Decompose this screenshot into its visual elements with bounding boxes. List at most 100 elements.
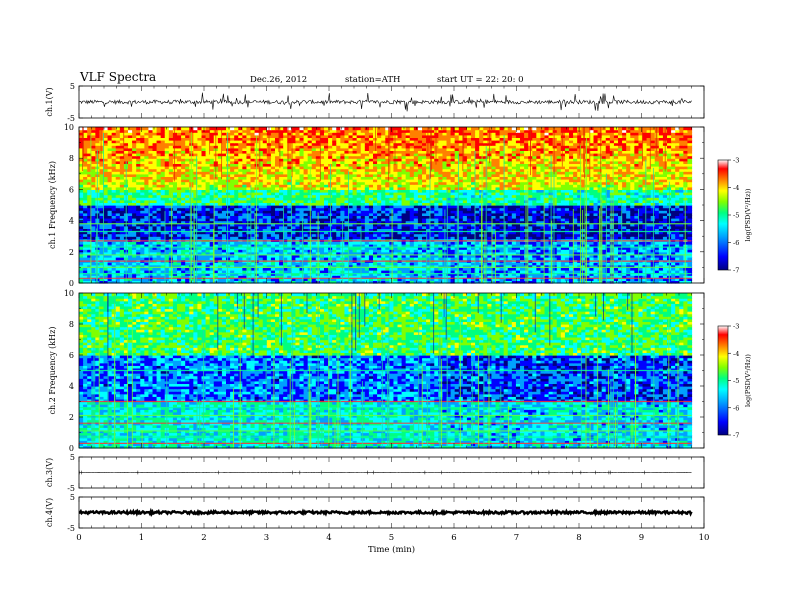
spectrogram-cell	[401, 275, 407, 279]
spectrogram-cell	[91, 257, 96, 261]
spectrogram-cell	[430, 264, 435, 268]
spectrogram-cell	[552, 275, 558, 279]
spectrogram-cell	[132, 264, 137, 268]
spectrogram-cell	[136, 254, 141, 258]
spectrogram-cell	[589, 275, 595, 279]
spectrogram-cell	[564, 275, 570, 279]
spectrogram-cell	[520, 280, 525, 284]
spectrogram-cell	[152, 249, 158, 253]
spectrogram-cell	[226, 275, 231, 279]
spectrogram-cell	[103, 257, 109, 261]
spectrogram-cell	[393, 262, 399, 266]
spectrogram-cell	[332, 254, 337, 258]
spectrogram-cell	[324, 277, 329, 281]
spectrogram-cell	[262, 275, 268, 279]
spectrogram-cell	[156, 257, 162, 261]
spectrogram-cell	[373, 249, 378, 253]
spectrogram-cell	[687, 267, 693, 271]
spectrogram-cell	[352, 249, 358, 253]
spectrogram-cell	[234, 257, 239, 261]
spectrogram-cell	[646, 264, 652, 268]
spectrogram-cell	[230, 275, 235, 279]
spectrogram-cell	[462, 280, 468, 284]
spectrogram-cell	[675, 257, 680, 261]
spectrogram-cell	[671, 249, 676, 253]
spectrogram-cell	[556, 264, 562, 268]
spectrogram-cell	[458, 254, 464, 258]
spectrogram-cell	[446, 270, 452, 274]
station-label: station=ATH	[345, 75, 401, 85]
spectrogram-cell	[638, 264, 644, 268]
spectrogram-cell	[311, 249, 317, 253]
spectrogram-cell	[217, 262, 223, 266]
spectrogram-cell	[630, 257, 635, 261]
spectrogram-cell	[352, 264, 358, 268]
spectrogram-cell	[250, 246, 256, 250]
spectrogram-cell	[577, 257, 582, 261]
spectrogram-cell	[532, 264, 537, 268]
spectrogram-cell	[450, 254, 456, 258]
spectrogram-cell	[634, 267, 640, 271]
spectrogram-cell	[270, 275, 276, 279]
spectrogram-cell	[626, 267, 631, 271]
spectrogram-cell	[675, 275, 680, 279]
spectrogram-cell	[654, 264, 660, 268]
spectrogram-cell	[111, 246, 117, 250]
spectrogram-cell	[466, 262, 472, 266]
spectrogram-cell	[381, 267, 386, 271]
spectrogram-cell	[242, 262, 248, 266]
spectrogram-cell	[507, 275, 513, 279]
spectrogram-cell	[99, 251, 105, 255]
spectrogram-cell	[279, 249, 284, 253]
spectrogram-cell	[185, 249, 190, 253]
spectrogram-cell	[128, 257, 133, 261]
spectrogram-cell	[136, 270, 141, 274]
spectrogram-cell	[560, 280, 566, 284]
spectrogram-cell	[377, 264, 382, 268]
spectrogram-cell	[589, 264, 595, 268]
spectrogram-cell	[87, 257, 92, 261]
spectrogram-cell	[160, 270, 166, 274]
spectrogram-cell	[405, 264, 411, 268]
spectrogram-cell	[581, 267, 586, 271]
spectrogram-cell	[201, 262, 207, 266]
spectrogram-cell	[393, 254, 399, 258]
spectrogram-cell	[658, 264, 664, 268]
spectrogram-cell	[246, 251, 252, 255]
spectrogram-cell	[577, 277, 582, 281]
spectrogram-cell	[230, 277, 235, 281]
spectrogram-cell	[144, 246, 150, 250]
spectrogram-cell	[626, 262, 631, 266]
spectrogram-cell	[507, 262, 513, 266]
spectrogram-cell	[426, 270, 431, 274]
spectrogram-cell	[107, 246, 113, 250]
spectrogram-cell	[311, 264, 317, 268]
spectrogram-cell	[601, 257, 607, 261]
spectrogram-cell	[426, 246, 431, 250]
spectrogram-cell	[119, 262, 125, 266]
spectrogram-cell	[177, 262, 182, 266]
spectrogram-cell	[324, 264, 329, 268]
spectrogram-cell	[430, 254, 435, 258]
spectrogram-cell	[242, 275, 248, 279]
spectrogram-cell	[103, 249, 109, 253]
spectrogram-cell	[221, 264, 227, 268]
spectrogram-cell	[671, 262, 676, 266]
spectrogram-cell	[107, 257, 113, 261]
spectrogram-cell	[601, 264, 607, 268]
spectrogram-cell	[213, 275, 219, 279]
spectrogram-cell	[560, 249, 566, 253]
spectrogram-cell	[275, 277, 280, 281]
spectrogram-cell	[409, 246, 415, 250]
spectrogram-cell	[679, 251, 684, 255]
spectrogram-cell	[430, 246, 435, 250]
spectrogram-cell	[540, 262, 546, 266]
spectrogram-cell	[675, 270, 680, 274]
spectrogram-cell	[475, 264, 480, 268]
spectrogram-cell	[581, 262, 586, 266]
spectrogram-cell	[148, 246, 154, 250]
spectrogram-cell	[275, 254, 280, 258]
spectrogram-cell	[250, 267, 256, 271]
spectrogram-cell	[103, 254, 109, 258]
spectrogram-cell	[540, 264, 546, 268]
